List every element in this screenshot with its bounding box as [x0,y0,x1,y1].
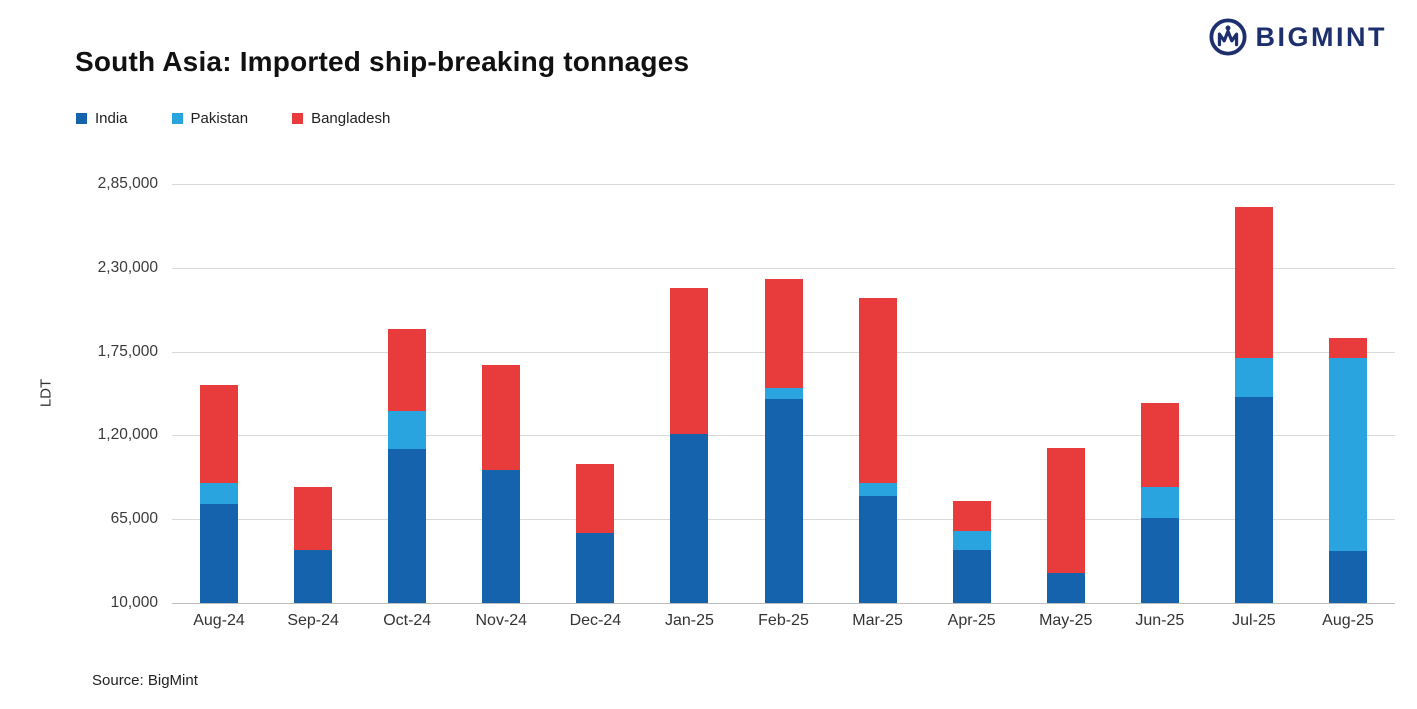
legend-label-bangladesh: Bangladesh [311,110,391,127]
x-axis-label: Jan-25 [664,612,714,629]
x-axis-label: Jun-25 [1135,612,1185,629]
bar-segment-pakistan [1140,487,1179,518]
legend-label-pakistan: Pakistan [190,110,249,127]
bar-segment-india [858,496,897,603]
x-axis-label: Aug-24 [193,612,245,629]
bar-segment-bangladesh [388,328,427,412]
bar-segment-pakistan [200,482,239,504]
bar-column [764,184,803,603]
bar-segment-pakistan [1234,357,1273,398]
legend-swatch-india-icon [76,113,87,124]
bar-segment-india [1234,397,1273,603]
bar-segment-pakistan [388,411,427,450]
x-axis-label: Dec-24 [569,612,622,629]
bar-segment-india [200,503,239,603]
legend-label-india: India [95,110,128,127]
legend-item-bangladesh: Bangladesh [292,110,390,127]
bar-segment-india [670,433,709,603]
bar-segment-bangladesh [576,464,615,533]
bar-segment-bangladesh [1328,337,1367,358]
bar-column [294,184,333,603]
y-axis-tick-label: 1,75,000 [97,342,158,360]
x-axis-label: Apr-25 [947,612,996,629]
bar-segment-bangladesh [952,500,991,532]
bar-column [482,184,521,603]
bar-column [1328,184,1367,603]
y-axis-tick-label: 2,30,000 [97,258,158,276]
y-axis-tick-label: 10,000 [110,594,158,611]
bar-segment-india [1328,551,1367,603]
bar-column [670,184,709,603]
bar-segment-pakistan [858,482,897,497]
bar-segment-bangladesh [1046,447,1085,573]
bar-segment-bangladesh [670,287,709,434]
bar-column [200,184,239,603]
bar-segment-india [764,398,803,603]
brand-logo: BIGMINT [1208,18,1388,56]
plot-area [172,184,1395,604]
bar-segment-bangladesh [764,278,803,389]
bar-segment-bangladesh [200,385,239,483]
bar-segment-india [1046,572,1085,603]
bar-column [576,184,615,603]
bar-column [1234,184,1273,603]
bar-segment-india [1140,517,1179,603]
bar-segment-bangladesh [1140,403,1179,488]
bar-segment-india [952,549,991,603]
x-axis-label: Mar-25 [852,612,903,629]
x-axis-labels: Aug-24 Sep-24 Oct-24 Nov-24 Dec-24 Jan-25 Feb-… [172,612,1395,630]
y-axis-tick-label: 1,20,000 [97,426,158,444]
y-axis-ticks: 2,85,000 2,30,000 1,75,000 1,20,000 65,000 10… [55,175,158,611]
bar-column [388,184,427,603]
bar-segment-bangladesh [1234,206,1273,358]
x-axis-label: Aug-25 [1322,612,1374,629]
legend-item-pakistan: Pakistan [171,110,249,127]
x-axis-label: Jul-25 [1232,612,1276,629]
source-note: Source: BigMint [92,672,198,689]
bar-column [1046,184,1085,603]
legend-swatch-pakistan-icon [171,113,183,124]
x-axis-label: Oct-24 [383,612,432,629]
bar-segment-pakistan [764,388,803,399]
x-axis-label: May-25 [1039,612,1093,629]
bar-segment-india [294,549,333,603]
gridline [172,267,1395,269]
legend-swatch-bangladesh-icon [292,113,304,124]
bar-segment-bangladesh [858,298,897,483]
y-axis-tick-label: 65,000 [110,510,158,528]
bar-column [858,184,897,603]
x-axis-label: Nov-24 [475,612,528,629]
bar-segment-bangladesh [294,487,333,550]
x-axis-label: Feb-25 [758,612,809,629]
bar-segment-india [482,470,521,603]
y-axis-tick-label: 2,85,000 [97,175,158,192]
page-title: South Asia: Imported ship-breaking tonna… [75,46,690,77]
y-axis-title: LDT [37,378,55,408]
legend-item-india: India [76,110,128,127]
bar-segment-pakistan [952,531,991,550]
x-axis-label: Sep-24 [287,612,339,629]
bar-segment-pakistan [1328,357,1367,552]
bar-column [952,184,991,603]
bar-column [1140,184,1179,603]
bigmint-logo-icon [1208,18,1247,56]
bar-segment-india [576,532,615,603]
gridline [172,184,1395,185]
chart-legend: India Pakistan Bangladesh [76,110,390,127]
bar-segment-india [388,449,427,603]
bar-segment-bangladesh [482,365,521,471]
brand-name: BIGMINT [1255,21,1387,52]
